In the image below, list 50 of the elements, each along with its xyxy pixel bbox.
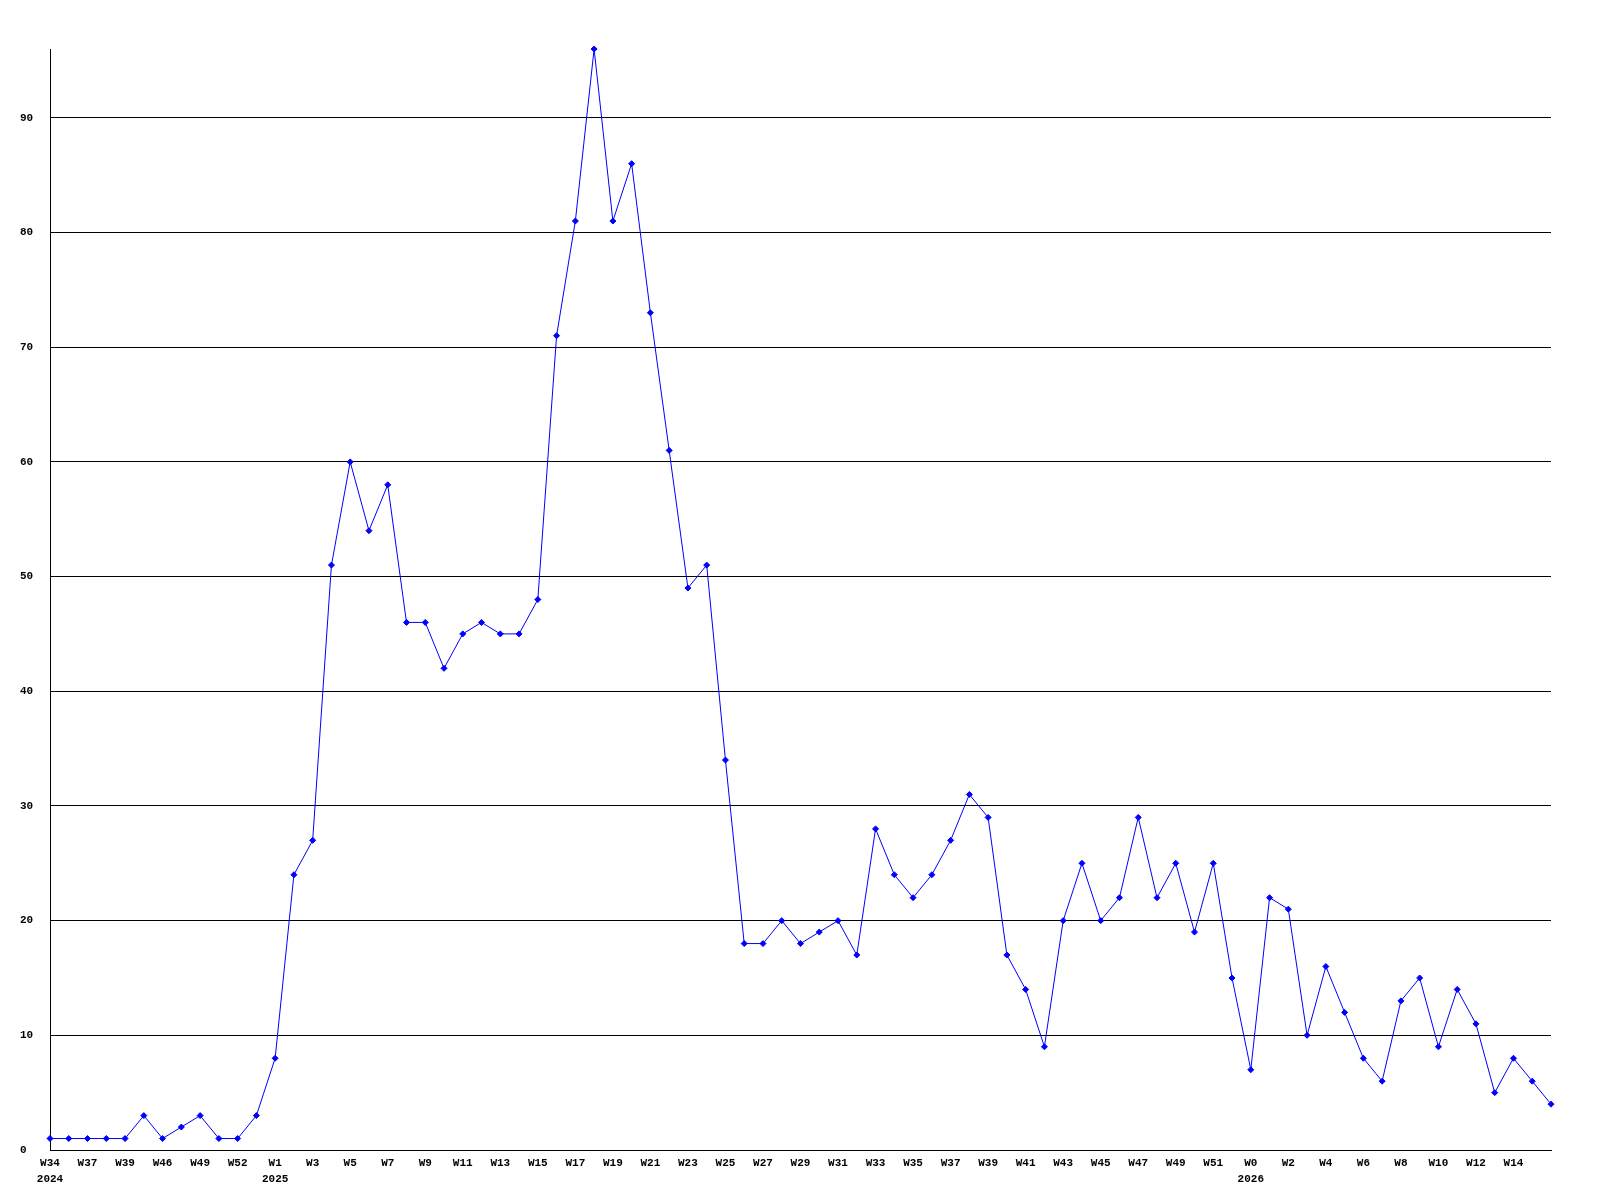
- y-tick-label: 70: [20, 340, 34, 353]
- x-tick-label: W49: [1165, 1156, 1186, 1169]
- x-tick-label: W2: [1281, 1156, 1295, 1169]
- x-tick-label: W43: [1053, 1156, 1074, 1169]
- x-tick-label: W37: [940, 1156, 961, 1169]
- x-tick-label: W12: [1466, 1156, 1486, 1169]
- x-tick-label: W37: [77, 1156, 98, 1169]
- y-tick-label: 50: [20, 570, 34, 583]
- x-tick-label: W29: [790, 1156, 811, 1169]
- x-tick-label: W4: [1319, 1156, 1333, 1169]
- x-tick-label: W15: [527, 1156, 549, 1169]
- x-tick-label: W39: [115, 1156, 135, 1169]
- x-tick-label: W35: [903, 1156, 924, 1169]
- x-tick-label: W23: [678, 1156, 699, 1169]
- x-tick-label: W31: [828, 1156, 849, 1169]
- x-tick-label: W49: [190, 1156, 211, 1169]
- x-tick-label: W51: [1203, 1156, 1224, 1169]
- x-tick-label: W41: [1015, 1156, 1036, 1169]
- y-tick-label: 10: [20, 1029, 34, 1042]
- x-tick-label: W25: [715, 1156, 736, 1169]
- y-tick-label: 60: [20, 455, 34, 468]
- x-tick-label: W7: [381, 1156, 395, 1169]
- x-tick-label: W45: [1090, 1156, 1111, 1169]
- y-tick-label: 80: [20, 226, 34, 239]
- x-tick-label: W8: [1394, 1156, 1408, 1169]
- x-tick-label: W27: [753, 1156, 773, 1169]
- x-tick-label: W5: [343, 1156, 358, 1169]
- x-tick-label: W47: [1128, 1156, 1149, 1169]
- y-tick-label: 30: [20, 799, 34, 812]
- x-tick-label: W9: [418, 1156, 432, 1169]
- x-tick-label: W1 2025: [261, 1156, 289, 1185]
- x-tick-label: W10: [1428, 1156, 1449, 1169]
- y-tick-label: 0: [20, 1143, 27, 1156]
- x-tick-label: W52: [227, 1156, 248, 1169]
- x-tick-label: W11: [452, 1156, 474, 1169]
- y-tick-label: 20: [20, 914, 34, 927]
- x-tick-label: W19: [602, 1156, 623, 1169]
- x-tick-label: W3: [306, 1156, 320, 1169]
- x-tick-label: W21: [640, 1156, 661, 1169]
- y-tick-label: 90: [20, 111, 34, 124]
- y-tick-label: 40: [20, 685, 34, 698]
- x-tick-label: W46: [152, 1156, 173, 1169]
- x-tick-label: W13: [490, 1156, 511, 1169]
- x-tick-label: W0 2026: [1237, 1156, 1264, 1185]
- x-tick-label: W33: [865, 1156, 886, 1169]
- x-tick-label: W34 2024: [36, 1156, 64, 1185]
- x-tick-label: W39: [978, 1156, 999, 1169]
- x-tick-label: W14: [1503, 1156, 1524, 1169]
- x-tick-label: W6: [1356, 1156, 1370, 1169]
- x-tick-label: W17: [565, 1156, 586, 1169]
